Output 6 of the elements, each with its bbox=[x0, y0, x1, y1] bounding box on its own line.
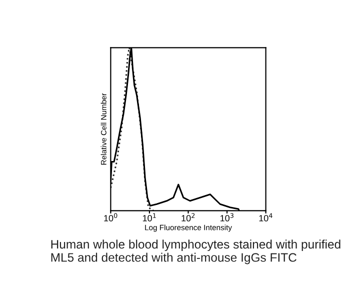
x-tick-label: 10$^{0}$ bbox=[104, 213, 118, 222]
x-tick-label: 10$^{4}$ bbox=[259, 213, 272, 222]
text: Human whole blood lymphocytes stained with purified ML5 and detected with anti-mouse IgGs FITC bbox=[51, 240, 340, 264]
x-tick-label: 10$^{1}$ bbox=[142, 213, 156, 222]
x-tick-label: 10$^{2}$ bbox=[182, 213, 195, 222]
x-tick-label: 10$^{3}$ bbox=[220, 213, 234, 222]
